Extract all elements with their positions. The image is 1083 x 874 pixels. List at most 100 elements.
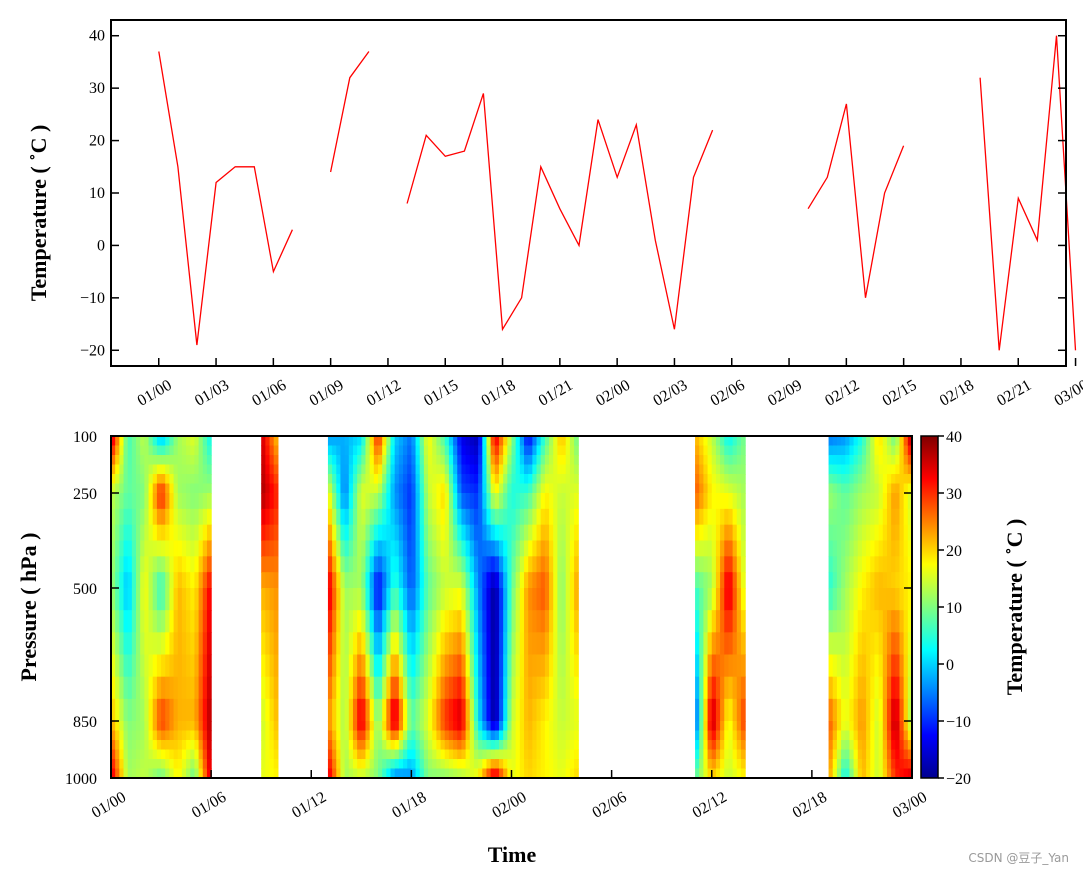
heatmap-cell xyxy=(574,588,579,611)
heatmap-cell xyxy=(365,464,371,475)
heatmap-cell xyxy=(532,483,538,494)
heatmap-cell xyxy=(436,721,442,732)
heatmap-cell xyxy=(140,676,145,700)
heatmap-cell xyxy=(352,524,358,542)
heatmap-cell xyxy=(436,588,442,611)
heatmap-cell xyxy=(403,445,408,456)
heatmap-cell xyxy=(198,698,204,722)
heatmap-cell xyxy=(119,474,125,485)
heatmap-cell xyxy=(711,654,717,678)
heatmap-cell xyxy=(511,455,517,466)
heatmap-cell xyxy=(732,493,738,510)
heatmap-cell xyxy=(882,493,888,510)
heatmap-cell xyxy=(507,759,513,770)
heatmap-cell xyxy=(494,740,500,751)
heatmap-cell xyxy=(845,508,851,526)
heatmap-cell xyxy=(152,540,158,557)
heatmap-cell xyxy=(340,730,346,741)
heatmap-cell xyxy=(190,588,196,611)
heatmap-cell xyxy=(186,740,191,751)
x-tick-label: 02/15 xyxy=(880,377,920,410)
heatmap-cell xyxy=(549,730,554,741)
heatmap-cell xyxy=(352,676,358,700)
heatmap-cell xyxy=(841,749,846,760)
heatmap-cell xyxy=(261,474,266,485)
heatmap-cell xyxy=(173,588,179,611)
heatmap-cell xyxy=(549,455,554,466)
heatmap-cell xyxy=(895,749,901,760)
heatmap-cell xyxy=(403,474,408,485)
heatmap-cell xyxy=(715,556,721,573)
heatmap-cell xyxy=(444,483,450,494)
heatmap-cell xyxy=(740,464,746,475)
heatmap-cell xyxy=(574,768,579,778)
heatmap-cell xyxy=(444,759,450,770)
heatmap-cell xyxy=(361,730,367,741)
heatmap-cell xyxy=(849,474,855,485)
heatmap-cell xyxy=(177,749,183,760)
heatmap-cell xyxy=(423,540,429,557)
heatmap-cell xyxy=(473,508,479,526)
heatmap-cell xyxy=(365,676,371,700)
heatmap-cell xyxy=(457,749,463,760)
heatmap-cell xyxy=(390,474,396,485)
heatmap-cell xyxy=(870,676,876,700)
heatmap-cell xyxy=(724,483,730,494)
heatmap-cell xyxy=(482,632,488,656)
heatmap-cell xyxy=(390,632,396,656)
heatmap-cell xyxy=(465,540,471,557)
heatmap-cell xyxy=(536,572,542,589)
heatmap-cell xyxy=(265,540,271,557)
heatmap-cell xyxy=(261,493,266,510)
heatmap-cell xyxy=(169,632,175,656)
heatmap-cell xyxy=(740,508,746,526)
heatmap-cell xyxy=(494,540,500,557)
heatmap-cell xyxy=(507,632,513,656)
heatmap-cell xyxy=(453,610,458,633)
heatmap-cell xyxy=(403,749,408,760)
heatmap-cell xyxy=(419,721,425,732)
heatmap-cell xyxy=(574,730,579,741)
heatmap-cell xyxy=(444,540,450,557)
heatmap-cell xyxy=(415,759,421,770)
heatmap-cell xyxy=(553,445,558,456)
heatmap-cell xyxy=(378,721,383,732)
heatmap-cell xyxy=(261,654,266,678)
heatmap-cell xyxy=(140,493,145,510)
heatmap-cell xyxy=(361,721,367,732)
heatmap-cell xyxy=(177,524,183,542)
heatmap-cell xyxy=(386,474,392,485)
heatmap-cell xyxy=(394,749,400,760)
heatmap-cell xyxy=(549,749,554,760)
heatmap-cell xyxy=(907,698,912,722)
heatmap-cell xyxy=(265,436,271,447)
heatmap-cell xyxy=(369,493,375,510)
x-tick-label: 02/06 xyxy=(590,789,630,822)
heatmap-cell xyxy=(536,632,542,656)
heatmap-cell xyxy=(403,676,408,700)
heatmap-cell xyxy=(432,740,437,751)
heatmap-cell xyxy=(870,768,876,778)
heatmap-cell xyxy=(482,588,488,611)
heatmap-cell xyxy=(390,445,396,456)
heatmap-cell xyxy=(411,474,417,485)
heatmap-cell xyxy=(511,632,517,656)
heatmap-cell xyxy=(382,740,387,751)
heatmap-cell xyxy=(127,508,133,526)
heatmap-cell xyxy=(457,759,463,770)
heatmap-cell xyxy=(386,436,392,447)
heatmap-cell xyxy=(361,508,367,526)
heatmap-cell xyxy=(861,721,867,732)
heatmap-cell xyxy=(490,768,496,778)
heatmap-cell xyxy=(899,698,905,722)
heatmap-cell xyxy=(161,556,166,573)
heatmap-cell xyxy=(874,572,880,589)
heatmap-cell xyxy=(169,610,175,633)
heatmap-cell xyxy=(261,698,266,722)
heatmap-cell xyxy=(457,730,463,741)
heatmap-cell xyxy=(565,556,571,573)
heatmap-cell xyxy=(269,556,275,573)
heatmap-cell xyxy=(394,455,400,466)
heatmap-cell xyxy=(411,436,417,447)
heatmap-cell xyxy=(515,464,521,475)
